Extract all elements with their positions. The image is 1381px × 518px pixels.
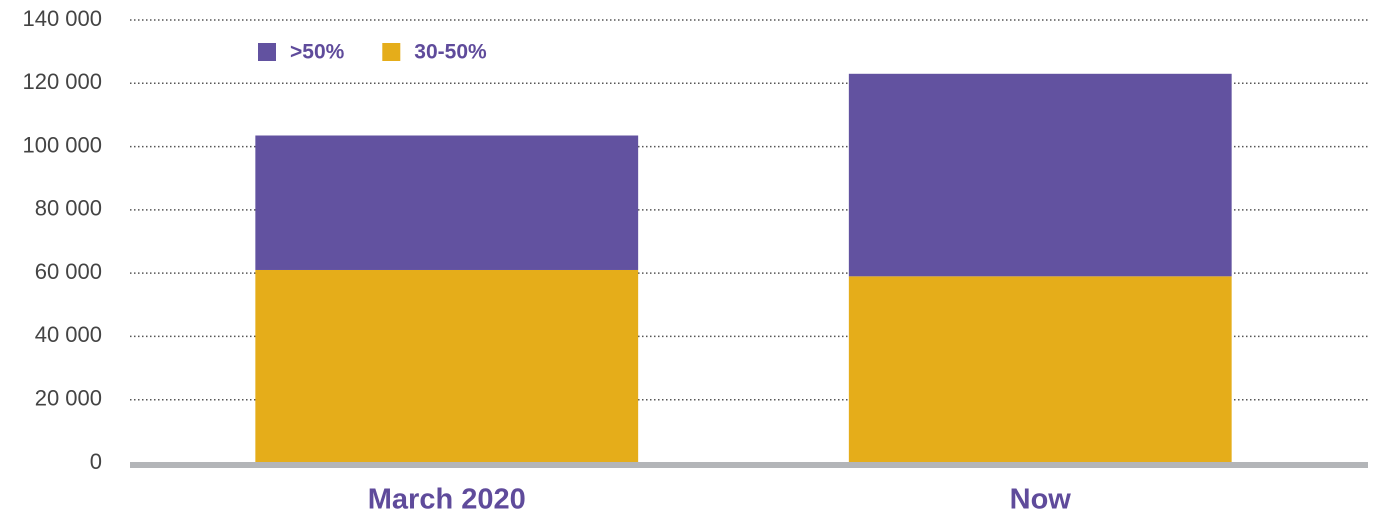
- bar-segment: [255, 135, 639, 270]
- y-tick-label: 100 000: [22, 132, 102, 157]
- bar-segment: [848, 73, 1232, 277]
- y-tick-label: 80 000: [35, 196, 102, 221]
- y-tick-label: 120 000: [22, 69, 102, 94]
- y-tick-label: 60 000: [35, 259, 102, 284]
- legend-swatch: [382, 43, 401, 61]
- y-tick-label: 40 000: [35, 322, 102, 347]
- legend-label: >50%: [290, 41, 345, 64]
- bar-segment: [255, 269, 639, 463]
- legend-label: 30-50%: [414, 41, 487, 64]
- x-tick-label: Now: [1010, 484, 1072, 516]
- bar-segment: [848, 276, 1232, 463]
- legend-swatch: [258, 43, 276, 61]
- y-tick-label: 140 000: [22, 6, 102, 31]
- y-tick-label: 0: [90, 449, 102, 474]
- y-tick-label: 20 000: [35, 386, 102, 411]
- x-tick-label: March 2020: [368, 484, 526, 516]
